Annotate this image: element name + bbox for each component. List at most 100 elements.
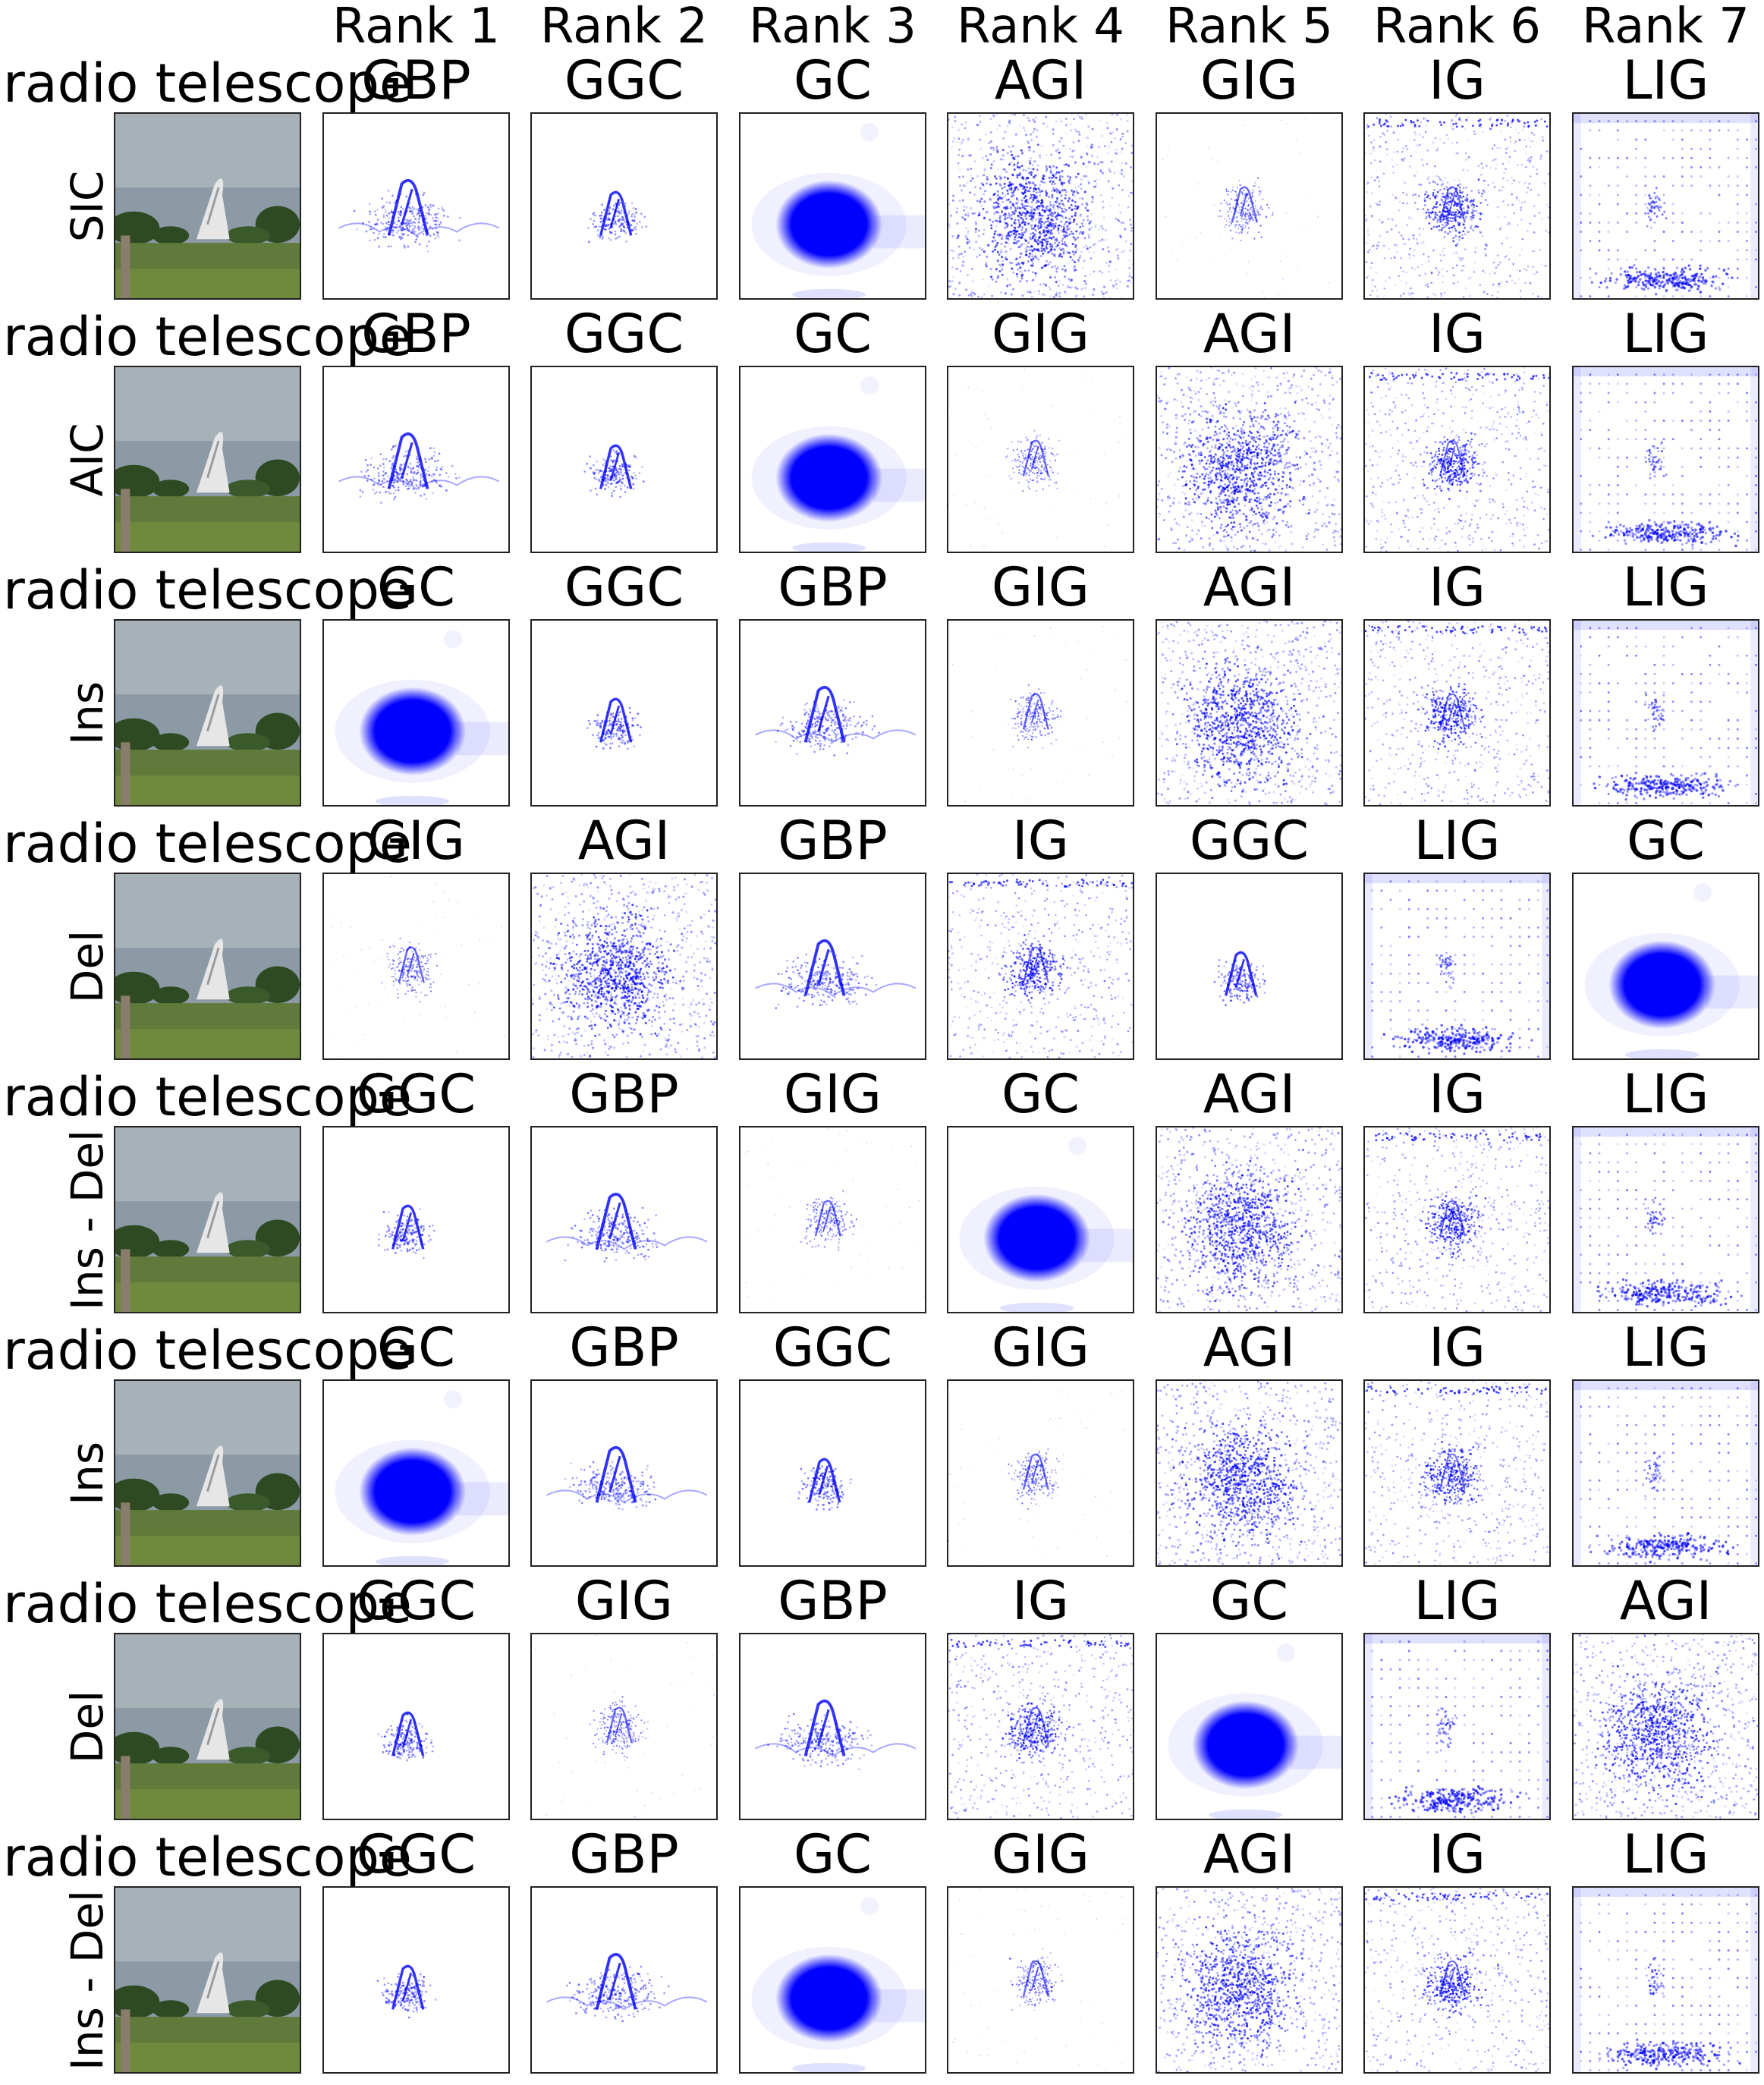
- metric-label: Ins - Del: [61, 1129, 113, 1310]
- input-image-radio-telescope: [114, 1886, 301, 2074]
- method-label: GGC: [523, 50, 725, 111]
- method-label: IG: [1356, 303, 1558, 364]
- saliency-map-ig: [1363, 1379, 1551, 1567]
- class-label: radio telescope: [3, 1320, 412, 1381]
- rank-header-6: Rank 6: [1356, 0, 1558, 53]
- method-label: LIG: [1356, 810, 1558, 871]
- input-image-radio-telescope: [114, 366, 301, 553]
- method-label: IG: [1356, 557, 1558, 618]
- input-image-radio-telescope: [114, 112, 301, 300]
- saliency-map-ig: [947, 1633, 1134, 1820]
- saliency-map-ig: [1363, 112, 1551, 300]
- saliency-map-agi: [1156, 619, 1343, 807]
- saliency-map-gig: [947, 619, 1134, 807]
- method-label: GGC: [1148, 810, 1351, 871]
- method-label: IG: [939, 1571, 1142, 1631]
- method-label: GBP: [523, 1064, 725, 1124]
- saliency-map-ig: [1363, 619, 1551, 807]
- saliency-map-agi: [1156, 1379, 1343, 1567]
- saliency-map-gbp: [322, 366, 510, 553]
- saliency-map-gbp: [739, 1633, 926, 1820]
- saliency-map-gig: [322, 873, 510, 1060]
- method-label: LIG: [1564, 50, 1764, 111]
- method-label: GIG: [939, 557, 1142, 618]
- method-label: AGI: [939, 50, 1142, 111]
- class-label: radio telescope: [3, 1067, 412, 1127]
- method-label: GC: [1564, 810, 1764, 871]
- method-label: GC: [1148, 1571, 1351, 1631]
- metric-label: Del: [61, 929, 113, 1002]
- method-label: IG: [1356, 50, 1558, 111]
- rank-header-5: Rank 5: [1148, 0, 1351, 53]
- metric-label: Ins - Del: [61, 1889, 113, 2070]
- method-label: LIG: [1564, 1317, 1764, 1378]
- method-label: GIG: [939, 303, 1142, 364]
- method-label: GC: [731, 1824, 934, 1885]
- saliency-map-gc: [1572, 873, 1759, 1060]
- saliency-map-ggc: [322, 1633, 510, 1820]
- method-label: GGC: [523, 557, 725, 618]
- metric-label: SIC: [61, 170, 113, 241]
- method-label: LIG: [1564, 1064, 1764, 1124]
- class-label: radio telescope: [3, 53, 412, 114]
- rank-header-2: Rank 2: [523, 0, 725, 53]
- saliency-map-gbp: [739, 619, 926, 807]
- method-label: AGI: [523, 810, 725, 871]
- method-label: GGC: [731, 1317, 934, 1378]
- saliency-map-ggc: [530, 366, 718, 553]
- method-label: GGC: [523, 303, 725, 364]
- saliency-map-agi: [1156, 1886, 1343, 2074]
- method-label: AGI: [1564, 1571, 1764, 1631]
- saliency-map-ig: [1363, 1126, 1551, 1313]
- method-label: GC: [731, 303, 934, 364]
- saliency-map-lig: [1572, 619, 1759, 807]
- saliency-map-agi: [947, 112, 1134, 300]
- method-label: GIG: [939, 1317, 1142, 1378]
- method-label: GGC: [315, 1824, 517, 1885]
- method-label: GC: [731, 50, 934, 111]
- saliency-map-gig: [739, 1126, 926, 1313]
- method-label: IG: [1356, 1064, 1558, 1124]
- saliency-map-gc: [739, 112, 926, 300]
- saliency-map-gig: [947, 1886, 1134, 2074]
- class-label: radio telescope: [3, 307, 412, 367]
- saliency-map-ig: [947, 873, 1134, 1060]
- metric-label: AIC: [61, 423, 113, 496]
- saliency-map-ggc: [1156, 873, 1343, 1060]
- method-label: GBP: [523, 1317, 725, 1378]
- method-label: AGI: [1148, 1824, 1351, 1885]
- method-label: AGI: [1148, 557, 1351, 618]
- saliency-map-gc: [739, 1886, 926, 2074]
- method-label: GGC: [315, 1064, 517, 1124]
- metric-label: Ins: [61, 1441, 113, 1505]
- class-label: radio telescope: [3, 813, 412, 874]
- input-image-radio-telescope: [114, 873, 301, 1060]
- saliency-map-ig: [1363, 366, 1551, 553]
- saliency-map-gbp: [530, 1126, 718, 1313]
- input-image-radio-telescope: [114, 1633, 301, 1820]
- saliency-map-gc: [322, 1379, 510, 1567]
- method-label: AGI: [1148, 1064, 1351, 1124]
- saliency-map-ggc: [739, 1379, 926, 1567]
- saliency-map-gig: [947, 366, 1134, 553]
- method-label: LIG: [1356, 1571, 1558, 1631]
- method-label: AGI: [1148, 1317, 1351, 1378]
- method-label: GC: [315, 1317, 517, 1378]
- method-label: LIG: [1564, 1824, 1764, 1885]
- saliency-map-ggc: [322, 1886, 510, 2074]
- saliency-map-lig: [1572, 112, 1759, 300]
- metric-label: Del: [61, 1690, 113, 1763]
- input-image-radio-telescope: [114, 619, 301, 807]
- saliency-map-lig: [1363, 1633, 1551, 1820]
- saliency-map-gbp: [530, 1886, 718, 2074]
- method-label: GBP: [523, 1824, 725, 1885]
- method-label: IG: [939, 810, 1142, 871]
- rank-header-3: Rank 3: [731, 0, 934, 53]
- rank-header-1: Rank 1: [315, 0, 517, 53]
- saliency-map-gc: [739, 366, 926, 553]
- method-label: GGC: [315, 1571, 517, 1631]
- method-label: GBP: [315, 303, 517, 364]
- input-image-radio-telescope: [114, 1126, 301, 1313]
- saliency-map-ggc: [530, 619, 718, 807]
- class-label: radio telescope: [3, 560, 412, 621]
